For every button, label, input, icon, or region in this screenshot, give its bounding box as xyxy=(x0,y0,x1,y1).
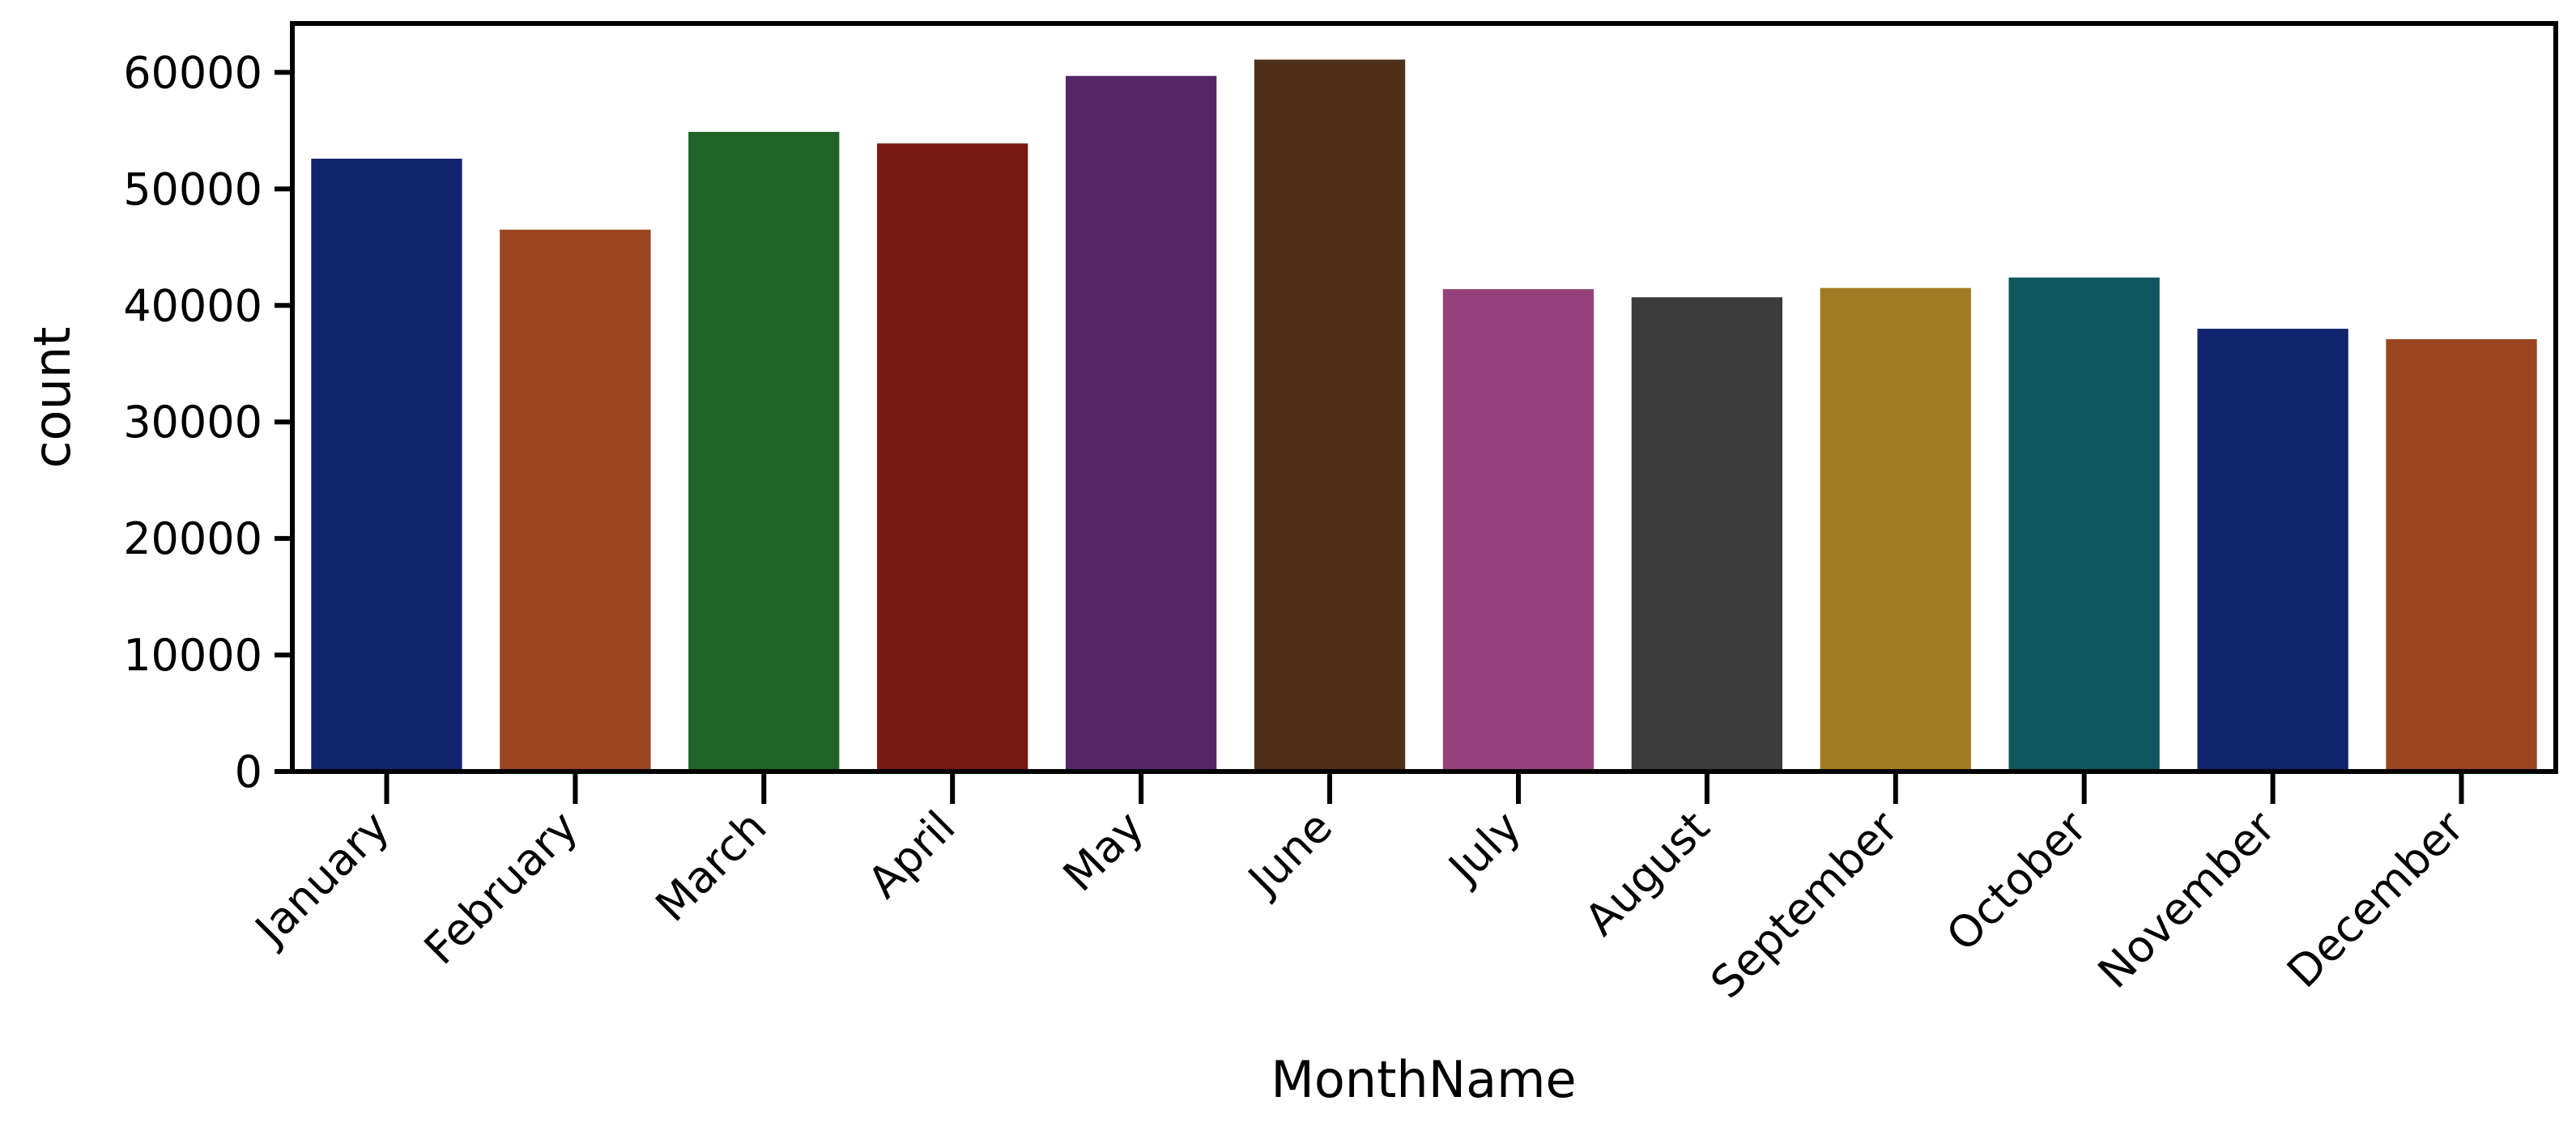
x-tick-label: October xyxy=(1937,801,2097,961)
x-tick-label: March xyxy=(646,801,777,932)
bars-group xyxy=(311,59,2537,772)
x-axis-title: MonthName xyxy=(1271,1050,1576,1109)
y-tick-label: 10000 xyxy=(123,630,262,681)
y-tick-label: 30000 xyxy=(123,397,262,448)
x-tick-label: December xyxy=(2277,801,2474,997)
y-tick-label: 0 xyxy=(235,746,262,797)
bar-march xyxy=(688,131,840,772)
y-axis: 0 10000 20000 30000 40000 50000 60000 xyxy=(123,47,292,797)
x-tick-label: April xyxy=(858,801,965,908)
bar-february xyxy=(500,229,651,772)
y-tick-label: 60000 xyxy=(123,47,262,98)
x-tick-label: November xyxy=(2088,801,2286,998)
x-tick-label: June xyxy=(1237,801,1342,907)
bar-december xyxy=(2386,339,2537,772)
bar-april xyxy=(877,143,1028,772)
x-tick-label: August xyxy=(1575,801,1719,946)
x-tick-label: July xyxy=(1437,801,1531,895)
bar-june xyxy=(1254,59,1406,772)
x-axis: January February March April May June July Augu… xyxy=(244,772,2474,1008)
bar-may xyxy=(1066,75,1217,772)
x-tick-label: January xyxy=(244,801,398,956)
y-tick-label: 40000 xyxy=(123,280,262,331)
bar-november xyxy=(2197,329,2348,772)
bar-october xyxy=(2008,277,2160,772)
bar-january xyxy=(311,159,462,772)
bar-july xyxy=(1442,289,1595,772)
bar-september xyxy=(1820,287,1971,772)
x-tick-label: February xyxy=(415,801,588,975)
y-axis-title: count xyxy=(23,327,82,469)
x-tick-label: September xyxy=(1701,801,1908,1008)
bar-august xyxy=(1631,297,1782,772)
y-tick-label: 20000 xyxy=(123,513,262,564)
plot-frame xyxy=(290,21,2558,774)
y-tick-label: 50000 xyxy=(123,164,262,215)
x-tick-label: May xyxy=(1054,801,1153,901)
